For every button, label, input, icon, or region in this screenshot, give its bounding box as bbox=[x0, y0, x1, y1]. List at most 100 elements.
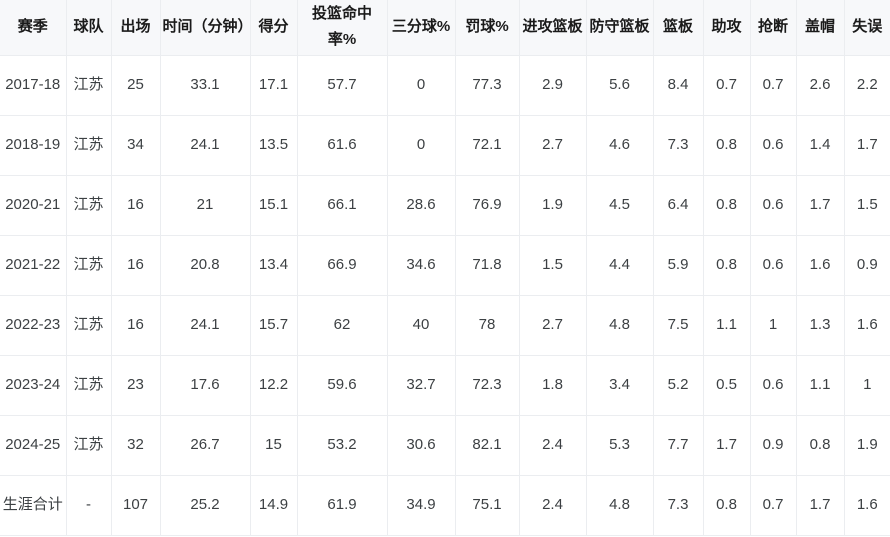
table-cell: 5.6 bbox=[586, 55, 654, 116]
table-cell: 1.1 bbox=[703, 295, 751, 356]
table-cell: 30.6 bbox=[387, 415, 456, 476]
table-row: 2017-18 江苏 25 33.1 17.1 57.7 0 77.3 2.9 5.6 8.4 0.7… bbox=[0, 55, 890, 116]
table-cell: 53.2 bbox=[297, 415, 388, 476]
table-cell: 15.1 bbox=[250, 175, 298, 236]
column-header-rebounds: 篮板 bbox=[653, 0, 704, 56]
column-header-free-throw-pct: 罚球% bbox=[455, 0, 520, 56]
table-cell: 13.4 bbox=[250, 235, 298, 296]
table-cell: 13.5 bbox=[250, 115, 298, 176]
table-cell: 1.8 bbox=[519, 355, 587, 416]
table-cell: 江苏 bbox=[66, 115, 112, 176]
table-row: 2020-21 江苏 16 21 15.1 66.1 28.6 76.9 1.9 4.5 6.4 0.… bbox=[0, 175, 890, 236]
table-cell: 1.9 bbox=[519, 175, 587, 236]
table-cell: 2020-21 bbox=[0, 175, 67, 236]
table-cell: 32.7 bbox=[387, 355, 456, 416]
table-cell: 25 bbox=[111, 55, 161, 116]
table-cell: 16 bbox=[111, 295, 161, 356]
table-cell: 江苏 bbox=[66, 295, 112, 356]
table-cell: 0.5 bbox=[703, 355, 751, 416]
table-cell: 57.7 bbox=[297, 55, 388, 116]
table-cell: 2.4 bbox=[519, 475, 587, 536]
table-cell: 23 bbox=[111, 355, 161, 416]
table-cell: 61.6 bbox=[297, 115, 388, 176]
table-cell: 4.6 bbox=[586, 115, 654, 176]
table-cell: 78 bbox=[455, 295, 520, 356]
table-cell: 1.6 bbox=[844, 475, 890, 536]
table-cell: 2.6 bbox=[796, 55, 845, 116]
table-cell: 5.9 bbox=[653, 235, 704, 296]
table-cell: 4.8 bbox=[586, 475, 654, 536]
table-cell: 1.7 bbox=[796, 475, 845, 536]
table-row: 2022-23 江苏 16 24.1 15.7 62 40 78 2.7 4.8 7.5 1.1 1 1.… bbox=[0, 295, 890, 356]
table-cell: 16 bbox=[111, 175, 161, 236]
table-cell: 15.7 bbox=[250, 295, 298, 356]
table-cell: 2.9 bbox=[519, 55, 587, 116]
table-cell: 0.8 bbox=[703, 175, 751, 236]
table-cell: 0.9 bbox=[750, 415, 797, 476]
table-cell: 1.5 bbox=[519, 235, 587, 296]
table-cell: 16 bbox=[111, 235, 161, 296]
table-cell: 12.2 bbox=[250, 355, 298, 416]
table-row: 2023-24 江苏 23 17.6 12.2 59.6 32.7 72.3 1.8 3.4 5.2… bbox=[0, 355, 890, 416]
table-cell: 2.7 bbox=[519, 295, 587, 356]
table-cell: 2022-23 bbox=[0, 295, 67, 356]
table-cell: 7.3 bbox=[653, 475, 704, 536]
table-cell: 1.6 bbox=[844, 295, 890, 356]
table-cell: 1.6 bbox=[796, 235, 845, 296]
table-cell: 1.7 bbox=[844, 115, 890, 176]
table-cell: 66.1 bbox=[297, 175, 388, 236]
table-cell: 61.9 bbox=[297, 475, 388, 536]
table-cell: 34.6 bbox=[387, 235, 456, 296]
column-header-assists: 助攻 bbox=[703, 0, 751, 56]
table-cell: 1.1 bbox=[796, 355, 845, 416]
table-cell: 17.6 bbox=[160, 355, 251, 416]
table-cell: 32 bbox=[111, 415, 161, 476]
table-cell: 21 bbox=[160, 175, 251, 236]
table-cell: 2.4 bbox=[519, 415, 587, 476]
column-header-three-point-pct: 三分球% bbox=[387, 0, 456, 56]
header-row: 赛季 球队 出场 时间（分钟） 得分 投篮命中率% 三分球% 罚球% 进攻篮板 … bbox=[0, 0, 890, 56]
table-cell: 76.9 bbox=[455, 175, 520, 236]
column-header-offensive-rebounds: 进攻篮板 bbox=[519, 0, 587, 56]
table-cell: 江苏 bbox=[66, 55, 112, 116]
column-header-steals: 抢断 bbox=[750, 0, 797, 56]
table-cell: 59.6 bbox=[297, 355, 388, 416]
table-cell: 2018-19 bbox=[0, 115, 67, 176]
table-cell: 0.7 bbox=[703, 55, 751, 116]
table-cell: 5.3 bbox=[586, 415, 654, 476]
table-cell: 62 bbox=[297, 295, 388, 356]
table-cell: 26.7 bbox=[160, 415, 251, 476]
table-cell: 6.4 bbox=[653, 175, 704, 236]
table-cell: 0.9 bbox=[844, 235, 890, 296]
table-cell: 1 bbox=[844, 355, 890, 416]
table-cell: 4.5 bbox=[586, 175, 654, 236]
table-cell: 71.8 bbox=[455, 235, 520, 296]
table-cell: 江苏 bbox=[66, 235, 112, 296]
column-header-season: 赛季 bbox=[0, 0, 67, 56]
table-cell: 82.1 bbox=[455, 415, 520, 476]
column-header-turnovers: 失误 bbox=[844, 0, 890, 56]
table-cell: 0.6 bbox=[750, 355, 797, 416]
table-cell: 40 bbox=[387, 295, 456, 356]
table-cell: 0 bbox=[387, 115, 456, 176]
table-cell: 1.7 bbox=[703, 415, 751, 476]
column-header-blocks: 盖帽 bbox=[796, 0, 845, 56]
column-header-games-played: 出场 bbox=[111, 0, 161, 56]
table-body: 2017-18 江苏 25 33.1 17.1 57.7 0 77.3 2.9 5.6 8.4 0.7… bbox=[0, 55, 890, 536]
table-cell: 1.7 bbox=[796, 175, 845, 236]
table-cell: 2021-22 bbox=[0, 235, 67, 296]
table-header: 赛季 球队 出场 时间（分钟） 得分 投篮命中率% 三分球% 罚球% 进攻篮板 … bbox=[0, 0, 890, 56]
table-cell: 33.1 bbox=[160, 55, 251, 116]
table-cell: 2024-25 bbox=[0, 415, 67, 476]
column-header-team: 球队 bbox=[66, 0, 112, 56]
table-cell: 1.3 bbox=[796, 295, 845, 356]
table-cell: 24.1 bbox=[160, 295, 251, 356]
table-cell: 0.7 bbox=[750, 55, 797, 116]
column-header-defensive-rebounds: 防守篮板 bbox=[586, 0, 654, 56]
table-cell: 生涯合计 bbox=[0, 475, 67, 536]
table-cell: 17.1 bbox=[250, 55, 298, 116]
table-cell: 7.3 bbox=[653, 115, 704, 176]
table-cell: 0.8 bbox=[703, 475, 751, 536]
table-cell: 0.6 bbox=[750, 235, 797, 296]
